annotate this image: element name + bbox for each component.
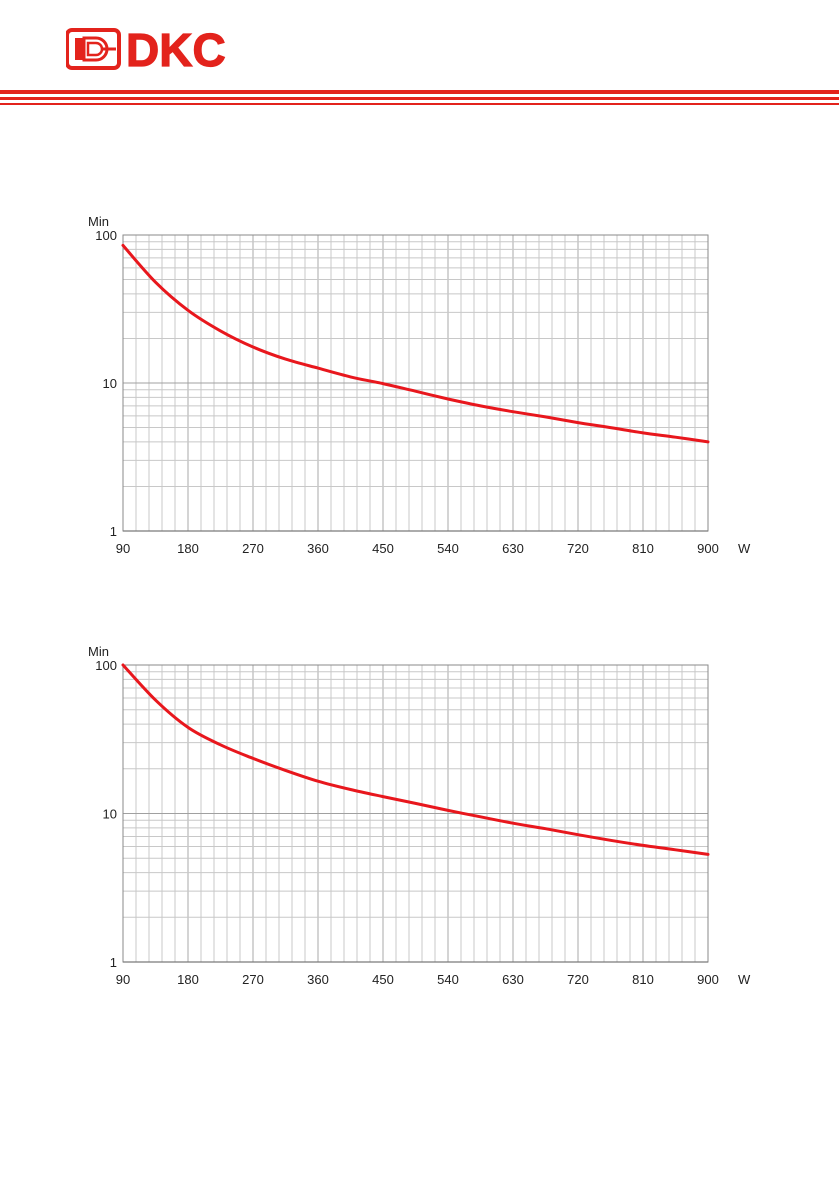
x-tick-label: 180 [177, 972, 199, 987]
y-tick-label: 1 [110, 955, 117, 970]
chart-grid [122, 664, 709, 963]
x-tick-label: 720 [567, 541, 589, 556]
x-tick-label: 720 [567, 972, 589, 987]
header-stripe-top [0, 90, 839, 94]
y-axis-unit-label: Min [88, 214, 109, 229]
y-axis-unit-label: Min [88, 644, 109, 659]
x-tick-label: 900 [697, 972, 719, 987]
x-tick-label: 630 [502, 541, 524, 556]
y-tick-label: 1 [110, 524, 117, 539]
x-tick-label: 180 [177, 541, 199, 556]
x-axis-unit-label: W [738, 541, 751, 556]
x-tick-label: 900 [697, 541, 719, 556]
x-tick-label: 360 [307, 972, 329, 987]
header-stripe-middle [0, 97, 839, 100]
series-line [121, 243, 710, 444]
x-tick-label: 810 [632, 541, 654, 556]
x-tick-label: 270 [242, 972, 264, 987]
logo-graphic: DKC [65, 23, 226, 77]
dkc-logo: DKC [65, 23, 288, 77]
series-line [121, 663, 710, 856]
logo-emblem-icon [65, 28, 121, 70]
x-tick-label: 630 [502, 972, 524, 987]
chart-series [121, 663, 710, 856]
x-tick-label: 90 [116, 972, 130, 987]
chart-axes [122, 234, 709, 532]
logo-text: DKC [126, 28, 226, 72]
chart-grid [122, 234, 709, 532]
y-tick-label: 100 [95, 658, 117, 673]
y-tick-label: 10 [103, 376, 117, 391]
x-tick-label: 810 [632, 972, 654, 987]
x-tick-label: 540 [437, 541, 459, 556]
y-tick-label: 100 [95, 228, 117, 243]
x-tick-label: 450 [372, 541, 394, 556]
x-axis-unit-label: W [738, 972, 751, 987]
x-tick-label: 540 [437, 972, 459, 987]
y-tick-label: 10 [103, 807, 117, 822]
x-tick-label: 450 [372, 972, 394, 987]
chart-axes [122, 664, 709, 963]
x-tick-label: 270 [242, 541, 264, 556]
chart-series [121, 243, 710, 444]
header-stripe-bottom [0, 103, 839, 105]
x-tick-label: 90 [116, 541, 130, 556]
x-tick-label: 360 [307, 541, 329, 556]
